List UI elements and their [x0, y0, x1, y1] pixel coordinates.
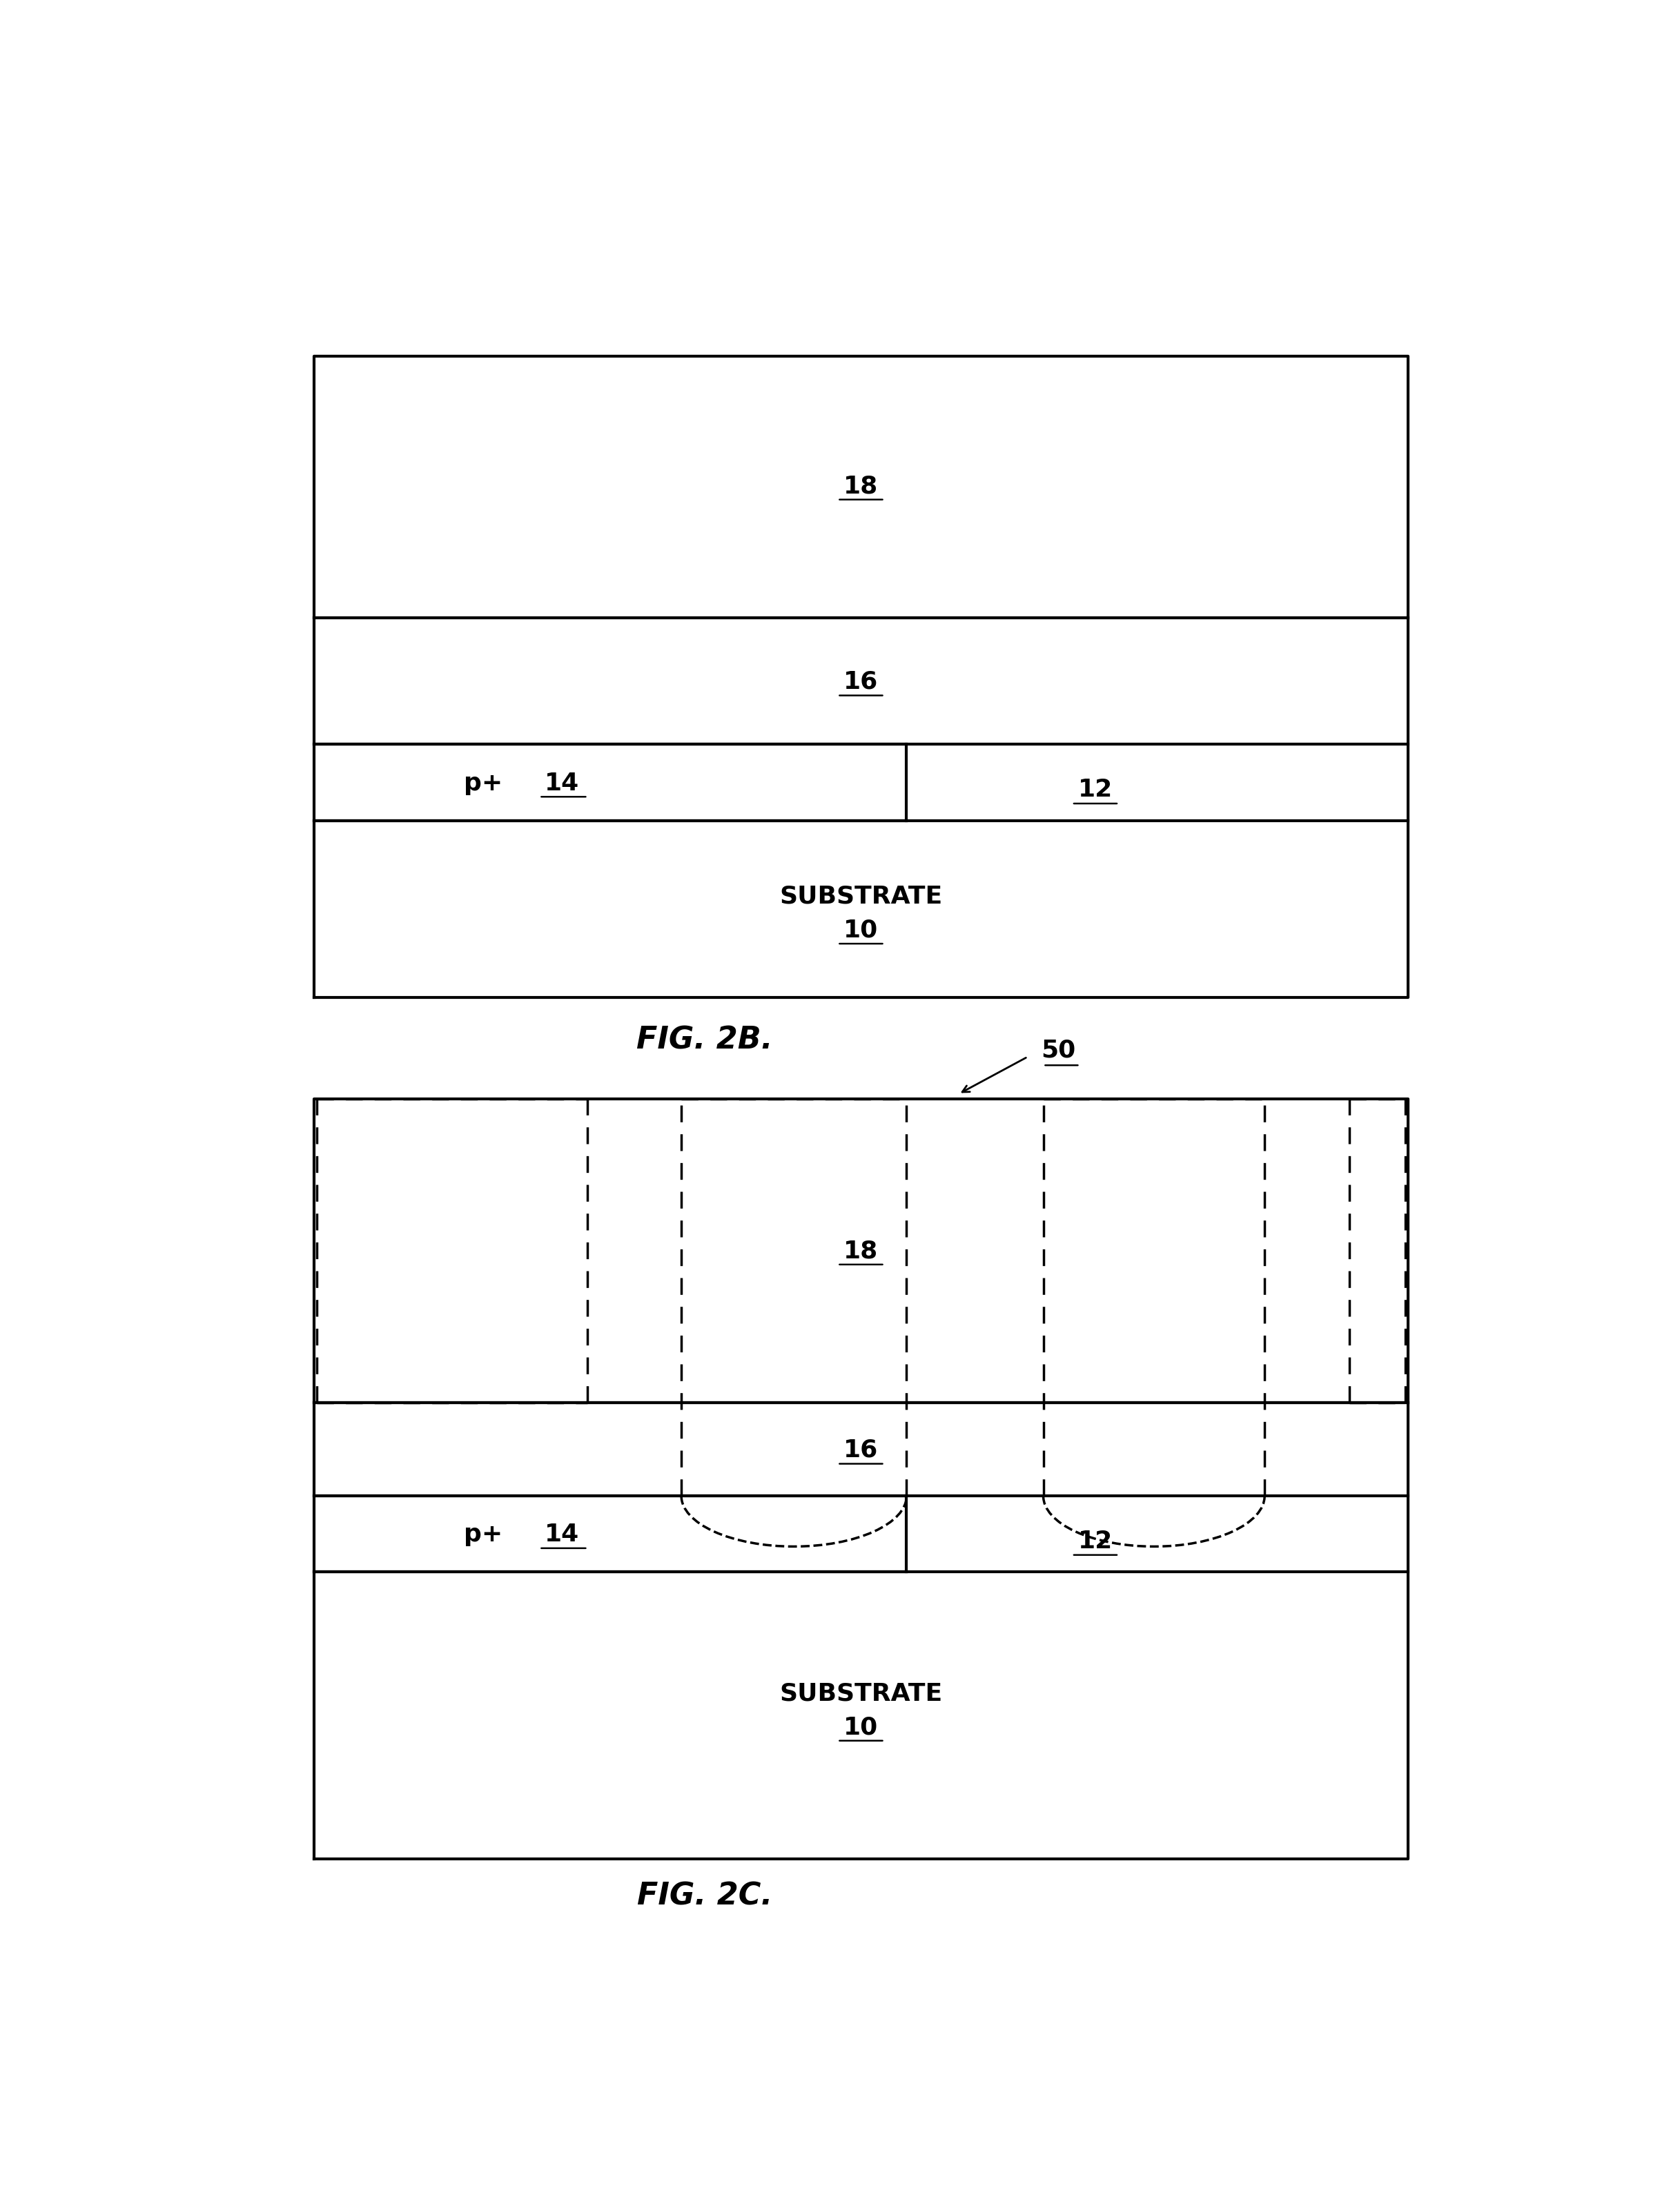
Text: p+: p+ [464, 1522, 502, 1546]
Text: 12: 12 [1079, 779, 1112, 803]
Text: 16: 16 [843, 1439, 879, 1463]
Text: 50: 50 [1040, 1037, 1075, 1061]
Text: 10: 10 [843, 919, 879, 943]
Text: 10: 10 [843, 1715, 879, 1739]
Text: FIG. 2C.: FIG. 2C. [637, 1882, 773, 1910]
Text: 18: 18 [843, 1239, 879, 1263]
Text: SUBSTRATE: SUBSTRATE [780, 884, 942, 908]
Text: 14: 14 [544, 772, 580, 796]
Text: FIG. 2B.: FIG. 2B. [637, 1024, 773, 1055]
Text: 16: 16 [843, 671, 879, 693]
Text: 14: 14 [544, 1522, 580, 1546]
Text: 18: 18 [843, 474, 879, 498]
Text: SUBSTRATE: SUBSTRATE [780, 1682, 942, 1706]
Text: 12: 12 [1079, 1531, 1112, 1553]
Text: p+: p+ [464, 772, 502, 796]
